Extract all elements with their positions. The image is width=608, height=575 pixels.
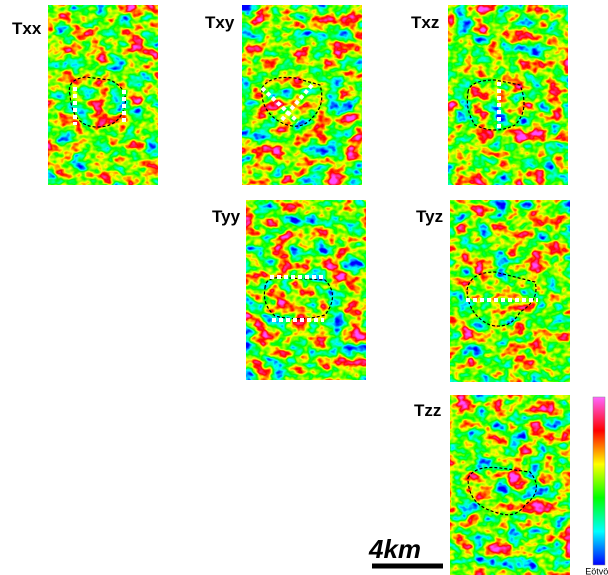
gradient-map (48, 5, 158, 185)
gradient-map (450, 200, 570, 382)
panel-label: Tyy (212, 207, 241, 226)
gradient-map (450, 395, 570, 575)
panel-label: Txz (411, 13, 439, 32)
figure: Txx Txy Txz Tyy Tyz Tzz Eötvös 4km (0, 0, 608, 575)
gradient-map (448, 5, 568, 185)
panel-label: Txy (205, 13, 235, 32)
panel-label: Txx (12, 19, 42, 38)
gradient-map (246, 200, 366, 380)
colorbar-unit: Eötvös (585, 566, 608, 575)
scale-label: 4km (368, 534, 421, 564)
colorbar (593, 397, 605, 565)
panel-label: Tzz (414, 401, 441, 420)
panel-label: Tyz (416, 207, 443, 226)
